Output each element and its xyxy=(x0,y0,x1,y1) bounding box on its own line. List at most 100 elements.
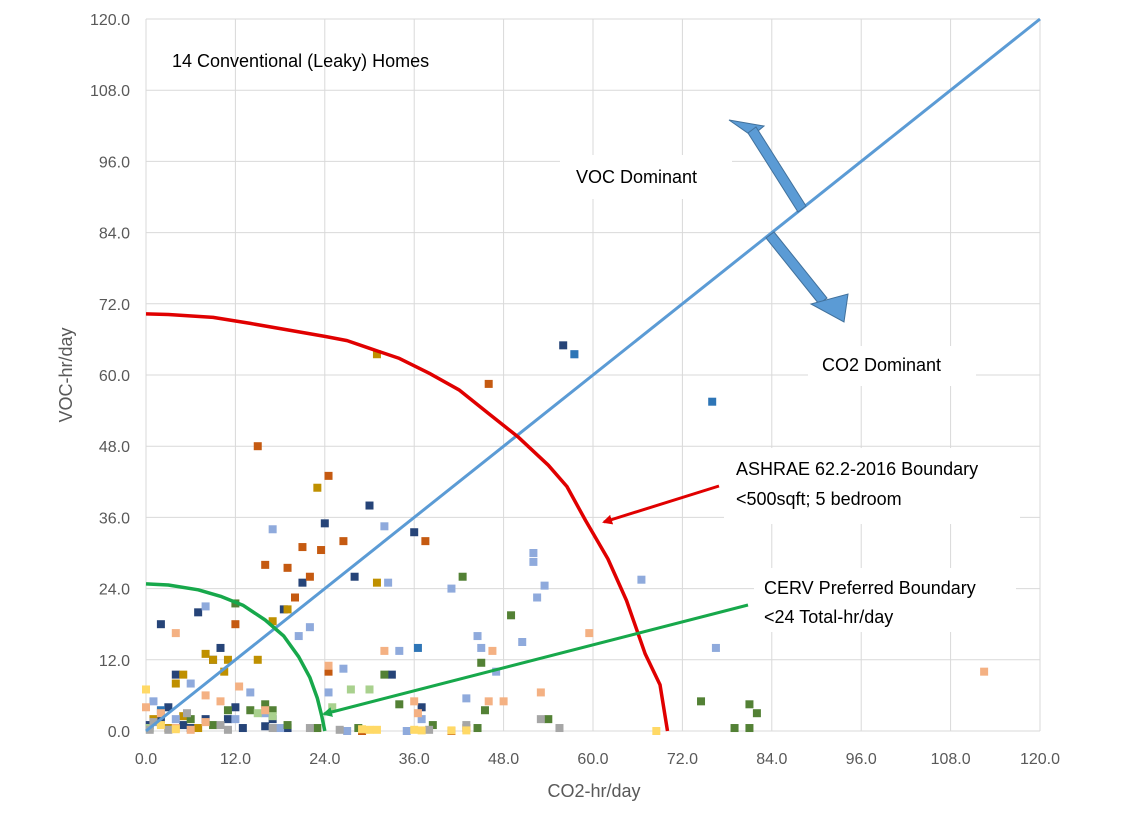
x-axis-title: CO2-hr/day xyxy=(547,781,640,801)
data-point xyxy=(186,679,195,688)
data-point xyxy=(730,724,739,733)
arrow-head-down xyxy=(809,293,849,323)
data-point xyxy=(339,537,348,546)
data-point xyxy=(339,664,348,673)
data-point xyxy=(142,685,150,694)
data-point xyxy=(473,724,482,733)
data-point xyxy=(223,725,232,734)
data-point xyxy=(179,721,188,730)
x-tick-label: 12.0 xyxy=(220,751,251,768)
data-point xyxy=(417,703,426,712)
data-point xyxy=(384,578,393,587)
data-point xyxy=(179,670,188,679)
data-point xyxy=(194,724,203,733)
ashrae-pointer-arrow xyxy=(602,484,720,525)
data-point xyxy=(335,725,344,734)
data-point xyxy=(488,646,497,655)
data-point xyxy=(171,679,180,688)
data-point xyxy=(209,655,218,664)
data-point xyxy=(223,706,232,715)
data-point xyxy=(372,578,381,587)
data-point xyxy=(223,655,232,664)
data-point xyxy=(201,649,210,658)
data-point xyxy=(540,581,549,590)
data-point xyxy=(268,724,277,733)
data-point xyxy=(253,442,262,451)
data-point xyxy=(231,703,240,712)
arrow-shaft-down xyxy=(765,231,828,305)
data-point xyxy=(324,688,333,697)
y-tick-label: 48.0 xyxy=(99,439,130,456)
data-point xyxy=(186,725,195,734)
data-point xyxy=(536,715,545,724)
data-point xyxy=(518,638,527,646)
data-point xyxy=(320,519,329,528)
data-point xyxy=(231,715,240,724)
dominance-double-arrow xyxy=(728,119,849,323)
data-point xyxy=(529,549,538,557)
data-point xyxy=(462,726,471,735)
voc-dominant-label: VOC Dominant xyxy=(576,167,697,187)
data-point xyxy=(283,721,292,730)
data-point xyxy=(346,685,355,694)
data-point xyxy=(544,715,553,724)
data-point xyxy=(350,572,359,581)
x-tick-label: 0.0 xyxy=(135,751,157,768)
cerv-label-line1: CERV Preferred Boundary xyxy=(764,578,976,598)
data-point xyxy=(261,560,270,569)
data-point xyxy=(417,715,426,724)
data-point xyxy=(246,688,255,697)
data-point xyxy=(462,694,471,703)
data-point xyxy=(745,724,754,733)
diagonal-line xyxy=(145,17,1041,733)
data-point xyxy=(365,725,374,734)
data-point xyxy=(305,623,314,632)
x-tick-label: 24.0 xyxy=(309,751,340,768)
data-point xyxy=(283,605,292,614)
data-point xyxy=(413,709,422,718)
data-point xyxy=(410,528,419,537)
data-point xyxy=(480,706,489,715)
data-point xyxy=(536,688,545,697)
data-point xyxy=(156,721,165,730)
data-point xyxy=(261,706,270,715)
data-point xyxy=(745,700,754,709)
data-point xyxy=(313,724,322,733)
co2-dominant-label: CO2 Dominant xyxy=(822,355,941,375)
x-tick-label: 72.0 xyxy=(667,751,698,768)
data-point xyxy=(413,643,422,652)
data-point xyxy=(410,725,419,734)
co2-dominant-box xyxy=(808,346,976,386)
data-point xyxy=(149,718,158,727)
data-point xyxy=(223,715,232,724)
data-point xyxy=(313,483,322,492)
data-point xyxy=(559,341,568,350)
data-point xyxy=(231,620,240,629)
data-point xyxy=(209,721,218,730)
data-point xyxy=(298,543,307,552)
data-point xyxy=(201,718,210,727)
data-point xyxy=(261,722,270,731)
data-point xyxy=(421,537,430,546)
data-point xyxy=(216,643,225,652)
data-point xyxy=(268,706,277,715)
data-point xyxy=(425,725,434,734)
data-point xyxy=(201,602,210,611)
data-point xyxy=(164,725,173,734)
homes-annotation: 14 Conventional (Leaky) Homes xyxy=(172,51,429,71)
ashrae-line xyxy=(145,312,670,732)
data-point xyxy=(246,706,255,715)
data-point xyxy=(499,697,508,706)
data-point xyxy=(268,712,277,721)
data-point xyxy=(186,715,195,724)
boundary-lines xyxy=(145,17,1041,733)
cerv-label-box xyxy=(754,568,1016,632)
data-point xyxy=(473,632,482,641)
data-point xyxy=(395,700,404,709)
data-point xyxy=(182,709,191,718)
data-point xyxy=(462,721,471,730)
data-point xyxy=(380,646,389,655)
data-point xyxy=(201,691,210,700)
y-tick-label: 96.0 xyxy=(99,154,130,171)
